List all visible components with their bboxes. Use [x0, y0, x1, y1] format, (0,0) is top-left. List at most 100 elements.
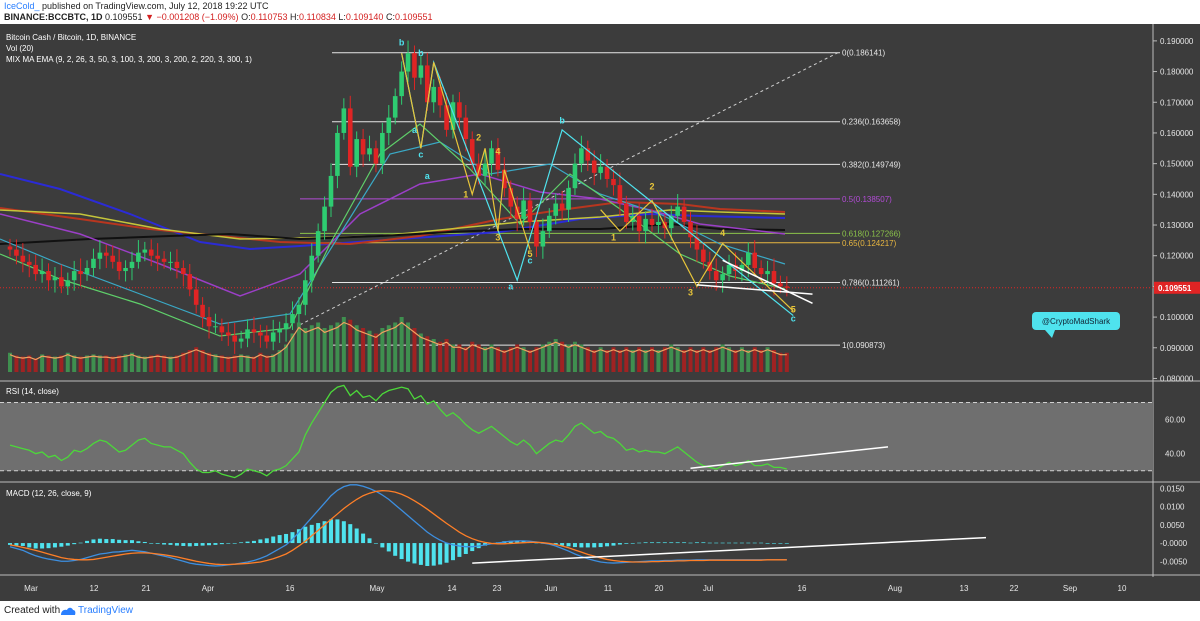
price-change: ▼ −0.001208 (−1.09%) [145, 12, 239, 22]
candle-body [489, 148, 494, 164]
volume-indicator-label: Vol (20) [6, 44, 34, 53]
chart-svg[interactable]: 0(0.186141) 0.236(0.163658) 0.382(0.149749… [0, 24, 1200, 601]
x-tick-label: Sep [1063, 584, 1078, 593]
candle-body [553, 203, 558, 216]
volume-bar [367, 330, 372, 372]
macd-histogram-bar [232, 543, 237, 544]
candle-body [46, 271, 51, 281]
candle-body [136, 252, 141, 262]
candle-body [290, 314, 295, 324]
candle-body [347, 108, 353, 167]
volume-bar [784, 352, 789, 372]
price-tick-label: 0.080000 [1160, 374, 1194, 383]
x-tick-label: 14 [448, 584, 457, 593]
macd-histogram-bar [579, 543, 584, 548]
macd-histogram-bar [771, 543, 776, 544]
volume-bar [759, 350, 764, 372]
wave-label: 2 [649, 182, 654, 192]
macd-histogram-bar [714, 542, 719, 544]
candle-body [264, 335, 270, 342]
chart-area[interactable]: 0(0.186141) 0.236(0.163658) 0.382(0.149749… [0, 24, 1200, 601]
macd-histogram-bar [207, 543, 212, 546]
candle-body [187, 274, 193, 290]
volume-bar [463, 347, 468, 372]
macd-histogram-bar [303, 526, 308, 544]
candle-body [746, 252, 751, 265]
author-link[interactable]: IceCold_ [4, 1, 40, 11]
macd-histogram-bar [290, 532, 295, 544]
volume-bar [508, 347, 513, 372]
macd-divergence-line [472, 536, 987, 564]
price-tick-label: 0.140000 [1160, 190, 1194, 199]
candle-body [425, 65, 430, 103]
macd-tick-label: -0.0050 [1160, 557, 1188, 566]
macd-histogram-bar [380, 543, 385, 548]
x-tick-label: 22 [1010, 584, 1019, 593]
macd-histogram-bar [251, 540, 256, 544]
candle-body [161, 258, 167, 262]
volume-bar [470, 341, 475, 372]
macd-title: MACD (12, 26, close, 9) [6, 489, 92, 498]
candle-body [598, 166, 603, 173]
wedge-lower-line [696, 284, 813, 295]
candle-body [726, 264, 732, 275]
wave-label: 3 [495, 232, 500, 242]
volume-bar [727, 347, 732, 372]
annotation-box [1032, 312, 1120, 330]
ma-26-line [0, 141, 786, 325]
volume-bar [284, 344, 289, 372]
x-tick-label: Jun [545, 584, 558, 593]
rsi-line [9, 384, 787, 479]
high-value: 0.110834 [298, 12, 336, 22]
volume-bar [309, 325, 314, 372]
volume-bar [656, 350, 661, 372]
volume-bar [694, 350, 699, 372]
wave-label: c [418, 150, 423, 160]
candle-body [778, 283, 783, 287]
x-tick-label: 20 [655, 584, 664, 593]
volume-bar [85, 355, 90, 372]
macd-histogram-bar [213, 543, 218, 545]
volume-bar [483, 347, 488, 372]
macd-histogram-bar [226, 543, 231, 544]
macd-histogram-bar [431, 543, 436, 566]
candle-body [277, 329, 282, 333]
volume-bar [33, 358, 38, 372]
volume-bar [251, 356, 256, 372]
volume-bar [707, 350, 712, 372]
candle-body [104, 252, 109, 256]
candle-body [386, 117, 392, 133]
volume-bar [46, 355, 51, 372]
volume-bar [605, 350, 610, 372]
price-axis-background [1153, 24, 1200, 577]
volume-bar [91, 354, 96, 372]
macd-histogram-bar [560, 543, 565, 546]
volume-bar [232, 355, 237, 372]
candle-body [771, 271, 777, 284]
wave-label: a [425, 171, 431, 181]
volume-bar [59, 355, 64, 372]
rsi-divergence-line [690, 446, 889, 469]
candle-body [296, 304, 302, 315]
fib-level-label: 0(0.186141) [842, 49, 885, 58]
candle-body [636, 215, 642, 232]
volume-bar [489, 344, 494, 372]
macd-histogram-bar [162, 543, 167, 545]
volume-bar [245, 355, 250, 372]
volume-ma-line [9, 321, 787, 361]
volume-bar [149, 355, 154, 372]
volume-bar [592, 350, 597, 372]
candle-body [84, 267, 90, 275]
macd-signal-line [9, 489, 787, 566]
volume-bar [624, 347, 629, 372]
tradingview-link[interactable]: TradingView [78, 605, 134, 616]
macd-histogram-bar [650, 542, 654, 544]
candle-body [110, 255, 116, 262]
candle-body [752, 252, 758, 268]
macd-histogram-bar [65, 543, 70, 546]
candle-body [367, 148, 372, 155]
candle-body [245, 329, 250, 339]
macd-histogram-bar [91, 539, 96, 544]
macd-histogram-bar [752, 542, 757, 544]
volume-bar [765, 347, 770, 372]
